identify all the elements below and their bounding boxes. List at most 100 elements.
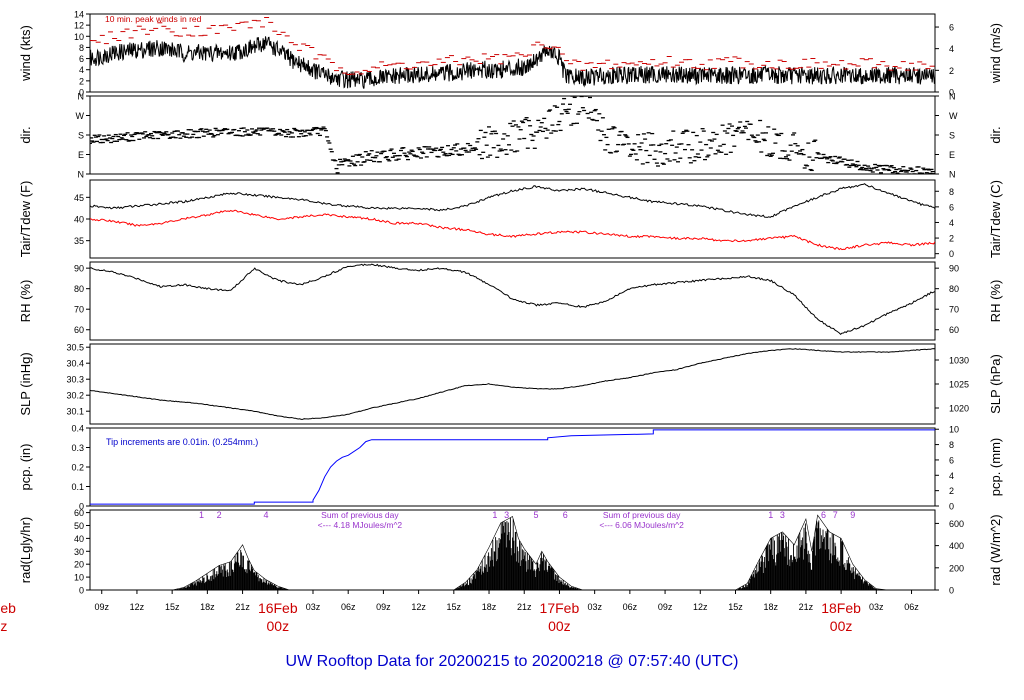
dir-right-axis-title: dir.: [988, 126, 1003, 143]
series-rh-0-line: [90, 263, 935, 335]
temp-left-tick-label: 40: [74, 215, 84, 225]
series-rh-0-point: [394, 267, 396, 269]
series-temp-1-point: [465, 229, 467, 231]
series-temp-1-point: [254, 214, 256, 216]
series-rh-0-point: [793, 294, 795, 296]
series-temp-0-point: [441, 210, 443, 212]
series-wind-0-point: [277, 49, 279, 51]
series-wind-0-point: [535, 58, 537, 60]
series-temp-0-point: [887, 192, 889, 194]
series-temp-0-point: [512, 190, 514, 192]
series-temp-1-point: [277, 218, 279, 220]
rh-right-axis-title: RH (%): [988, 280, 1003, 323]
series-temp-0-point: [535, 186, 537, 188]
series-temp-1-point: [230, 210, 232, 212]
dir-right-tick-label: E: [949, 150, 955, 160]
rh-data-area: [90, 263, 935, 335]
series-slp-0-point: [277, 415, 279, 417]
series-temp-1-point: [887, 242, 889, 244]
series-temp-1-point: [535, 233, 537, 235]
series-temp-0-point: [864, 184, 866, 186]
series-wind-0-point: [911, 75, 913, 77]
series-temp-1-point: [136, 225, 138, 227]
series-temp-0-point: [770, 216, 772, 218]
series-wind-0-point: [230, 52, 232, 54]
series-rh-0-point: [254, 267, 256, 269]
series-slp-0-line: [90, 348, 935, 420]
series-temp-1-point: [488, 233, 490, 235]
series-temp-1-point: [582, 231, 584, 233]
series-slp-0-point: [700, 362, 702, 364]
series-temp-0-point: [465, 205, 467, 207]
series-wind-0-point: [606, 75, 608, 77]
slp-frame: [89, 343, 936, 425]
slp-right-tick-label: 1025: [949, 380, 969, 390]
series-slp-0-point: [465, 385, 467, 387]
series-slp-0-point: [911, 350, 913, 352]
series-rh-0-point: [441, 267, 443, 269]
series-slp-0-point: [606, 380, 608, 382]
rh-right-tick-label: 90: [949, 264, 959, 274]
rad-right-tick-label: 400: [949, 541, 964, 551]
slp-right-axis-title: SLP (hPa): [988, 354, 1003, 414]
x-tick-label: 06z: [341, 602, 356, 612]
series-slp-0-point: [254, 410, 256, 412]
series-rh-0-point: [136, 278, 138, 280]
temp-right-tick-label: 2: [949, 234, 954, 244]
wind-annotation: 10 min. peak winds in red: [105, 14, 202, 24]
series-rad-0-envelope: [90, 514, 935, 590]
series-wind-0-point: [770, 75, 772, 77]
rad-left-tick-label: 50: [74, 521, 84, 531]
series-slp-0-point: [441, 391, 443, 393]
series-wind-0-point: [876, 75, 878, 77]
series-wind-0-point: [477, 69, 479, 71]
x-tick-label: 21z: [235, 602, 250, 612]
series-wind-0-point: [136, 49, 138, 51]
rh-right-tick-label: 70: [949, 305, 959, 315]
series-rh-0-point: [465, 272, 467, 274]
series-wind-0-point: [565, 76, 567, 78]
series-slp-0-point: [582, 385, 584, 387]
pcp-right-tick-label: 8: [949, 440, 954, 450]
series-rh-0-point: [559, 302, 561, 304]
series-temp-1-point: [160, 223, 162, 225]
wind-left-tick-label: 2: [79, 76, 84, 86]
rad-marker-label: 1: [492, 510, 497, 520]
series-wind-0-point: [359, 80, 361, 82]
x-axis: 09z 12z 15z 18z 21z 03z 06z 09z 12z 15z 18z 21z 03z 0…: [0, 590, 919, 634]
series-temp-1-point: [864, 244, 866, 246]
series-temp-1-point: [371, 218, 373, 220]
series-temp-0-point: [700, 205, 702, 207]
series-wind-0-point: [113, 52, 115, 54]
series-temp-1-point: [653, 236, 655, 238]
chart-title: UW Rooftop Data for 20200215 to 20200218…: [286, 653, 739, 670]
series-rh-0-point: [840, 333, 842, 335]
series-temp-1-point: [793, 236, 795, 238]
wind-right-tick-label: 2: [949, 66, 954, 76]
series-wind-0-point: [582, 77, 584, 79]
pcp-right-axis-title: pcp. (mm): [988, 438, 1003, 497]
series-temp-1-point: [418, 223, 420, 225]
series-wind-0-point: [312, 69, 314, 71]
series-wind-0-point: [324, 75, 326, 77]
rad-sum-note: Sum of previous day: [603, 510, 681, 520]
series-slp-0-point: [418, 398, 420, 400]
series-wind-0-point: [265, 41, 267, 43]
series-slp-0-point: [840, 351, 842, 353]
slp-left-tick-label: 30.5: [66, 343, 84, 353]
rh-right-tick-label: 80: [949, 284, 959, 294]
series-temp-1-point: [606, 233, 608, 235]
rad-sum-note: Sum of previous day: [321, 510, 399, 520]
series-rh-0-point: [770, 280, 772, 282]
pcp-right-tick-label: 10: [949, 425, 959, 435]
series-temp-0-point: [301, 199, 303, 201]
series-slp-0-point: [629, 377, 631, 379]
series-slp-0-point: [653, 372, 655, 374]
rad-left-tick-label: 30: [74, 547, 84, 557]
series-temp-0-point: [793, 205, 795, 207]
rad-marker-label: 6: [563, 510, 568, 520]
series-temp-0-point: [840, 188, 842, 190]
x-day-date-label: 16Feb: [258, 600, 298, 616]
